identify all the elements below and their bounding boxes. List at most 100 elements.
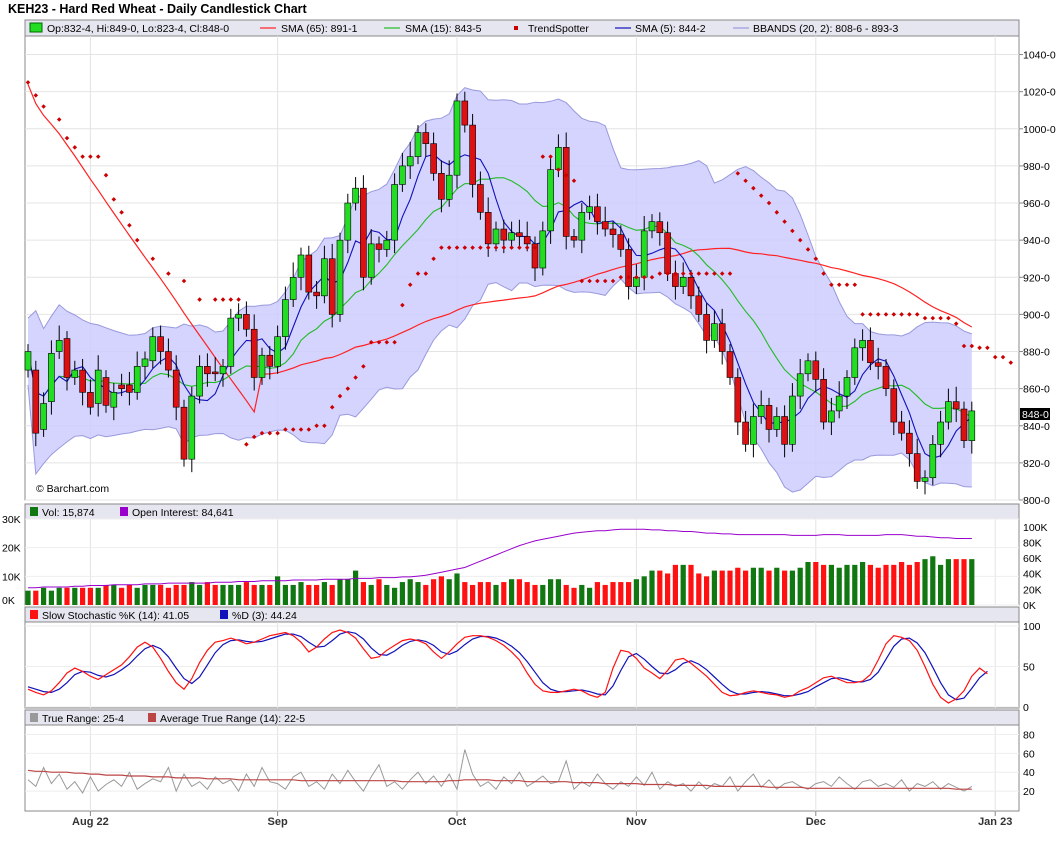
trendspotter-dot [602, 278, 608, 284]
volume-bar [867, 564, 873, 605]
volume-bar [602, 584, 608, 605]
candle-body [523, 236, 531, 245]
trendspotter-dot [821, 271, 826, 276]
candle-body [375, 243, 383, 250]
ohlc-legend-swatch [29, 22, 43, 33]
open-interest-tick-label: 60K [1023, 553, 1042, 565]
candle-body [594, 206, 601, 222]
volume-bar [563, 584, 569, 605]
trendspotter-dot [267, 430, 273, 436]
candle-body [906, 432, 913, 454]
candle-body [118, 384, 125, 389]
candle-body [617, 234, 625, 250]
trendspotter-dot [712, 271, 717, 276]
open-interest-swatch [120, 507, 128, 516]
trendspotter-dot [829, 282, 834, 287]
candle-body [570, 236, 578, 241]
candle-body [859, 340, 866, 349]
trendspotter-dot [719, 271, 725, 276]
volume-bar [189, 582, 195, 605]
volume-bar [813, 562, 819, 605]
volume-bar [891, 564, 897, 605]
sma15-legend: SMA (15): 843-5 [405, 23, 482, 35]
volume-bar [165, 587, 171, 605]
trendspotter-dot [1000, 354, 1006, 360]
open-interest-tick-label: 0K [1023, 600, 1036, 612]
x-tick-label: Jan 23 [978, 816, 1012, 828]
volume-bar [587, 587, 593, 605]
open-interest-line [28, 528, 972, 589]
candle-body [461, 100, 469, 126]
trendspotter-dot [236, 297, 241, 302]
volume-panel: 30K 20K 10K 0K 100K 80K 60K 40K 20K 0K Vol: 15,87… [2, 503, 1048, 612]
candle-body [562, 147, 570, 237]
price-tick-label: 860-0 [1023, 384, 1050, 396]
candle-body [898, 421, 905, 434]
price-tick-label: 900-0 [1023, 309, 1050, 321]
trendspotter-dot [415, 271, 421, 276]
volume-bar [306, 584, 312, 605]
candle-body [266, 354, 274, 367]
candle-body [656, 221, 664, 234]
candle-body [812, 360, 820, 380]
trendspotter-dot [25, 80, 31, 85]
stoch-k-line [27, 629, 988, 704]
price-tick-label: 940-0 [1023, 235, 1050, 247]
open-interest-tick-label: 20K [1023, 584, 1042, 596]
volume-bar [922, 559, 928, 605]
volume-bar [852, 564, 858, 605]
trendspotter-dot [64, 135, 70, 141]
price-tick-label: 920-0 [1023, 272, 1050, 284]
sma65-line [27, 84, 973, 414]
true-range-lines [27, 749, 973, 794]
candle-body [711, 323, 718, 341]
candle-body [141, 358, 149, 367]
volume-bar [111, 584, 117, 605]
trendspotter-dot [462, 245, 468, 250]
volume-bar [899, 562, 905, 605]
trendspotter-dot [95, 154, 101, 159]
trendspotter-dot [290, 427, 296, 432]
volume-bar [376, 579, 382, 605]
volume-bar [368, 584, 374, 605]
open-interest-tick-label: 100K [1023, 522, 1048, 534]
volume-bar [259, 584, 265, 605]
candle-body [484, 212, 492, 245]
trendspotter-dot [56, 117, 62, 122]
trendspotter-dot [376, 339, 382, 345]
volume-bar [407, 579, 413, 605]
volume-bar [727, 570, 733, 605]
volume-bar [345, 579, 351, 605]
price-tick-label: 960-0 [1023, 198, 1050, 210]
candle-body [188, 395, 196, 460]
candle-body [399, 165, 406, 185]
trendspotter-dot [634, 275, 639, 280]
candle-body [453, 100, 461, 176]
candle-body [406, 156, 414, 167]
trendspotter-dot [930, 315, 936, 321]
trendspotter-dot [673, 271, 678, 276]
stoch-k-legend: Slow Stochastic %K (14): 41.05 [42, 610, 189, 622]
trendspotter-dot [259, 430, 265, 436]
volume-bar [95, 587, 101, 605]
trendspotter-dot [400, 302, 405, 308]
candle-body [48, 353, 55, 402]
candle-body [828, 410, 835, 423]
volume-bar [80, 587, 86, 605]
trendspotter-dot [329, 404, 335, 410]
trendspotter-dot [587, 278, 592, 284]
volume-legend: Vol: 15,874 [42, 507, 95, 519]
trendspotter-dot [423, 271, 429, 276]
candle-body [352, 187, 359, 204]
volume-bar [945, 559, 951, 605]
stochastic-panel: 100 50 0 Slow Stochastic %K (14): 41.05 %D… [24, 606, 1041, 714]
trendspotter-dot [844, 282, 850, 287]
candle-body [851, 347, 859, 378]
volume-bar [875, 567, 881, 605]
volume-bar [236, 584, 242, 605]
candle-body [648, 221, 656, 232]
volume-bar [64, 587, 70, 605]
volume-bar [860, 562, 866, 605]
bband-upper [27, 87, 972, 337]
volume-bar [501, 582, 507, 605]
